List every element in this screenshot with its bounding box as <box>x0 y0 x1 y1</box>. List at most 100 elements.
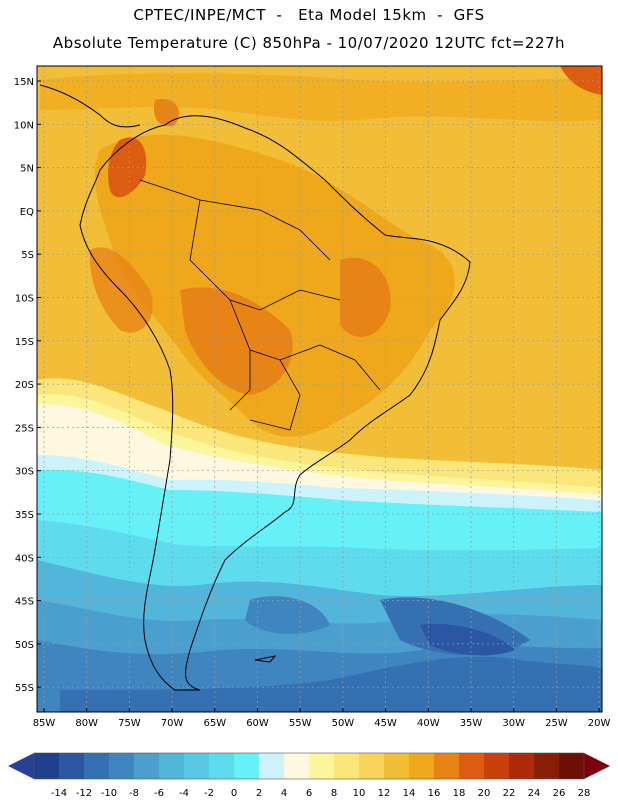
hot-corner <box>560 66 602 95</box>
colorbar-tick-label: -2 <box>204 788 214 799</box>
colorbar-tick-label: -10 <box>101 788 117 799</box>
lon-label: 55W <box>289 718 312 729</box>
hot-core-2 <box>340 257 391 337</box>
map-title: CPTEC/INPE/MCT - Eta Model 15km - GFS <box>133 6 485 24</box>
hot-core-4 <box>153 99 179 127</box>
colorbar-outline <box>33 752 585 780</box>
lon-label: 80W <box>75 718 98 729</box>
lat-label: EQ <box>20 207 34 218</box>
colorbar-tick-label: 12 <box>378 788 391 799</box>
lon-label: 35W <box>460 718 483 729</box>
colorbar-tick-label: -6 <box>154 788 164 799</box>
colorbar-tick-label: 4 <box>281 788 287 799</box>
south-america-outline <box>79 115 471 691</box>
hot-core-1 <box>180 287 293 395</box>
colorbar-cell <box>109 753 135 779</box>
map-frame <box>36 65 603 713</box>
lat-label: 15N <box>14 77 34 88</box>
colorbar-tick-label: 16 <box>428 788 441 799</box>
lat-label: 25S <box>15 423 34 434</box>
lon-label: 45W <box>374 718 397 729</box>
colorbar-cell <box>359 753 385 779</box>
colorbar-tick-label: 26 <box>553 788 566 799</box>
colorbar-tick-label: 24 <box>528 788 541 799</box>
cold-pool-2 <box>420 624 515 656</box>
lon-label: 50W <box>332 718 355 729</box>
lat-label: 15S <box>15 337 34 348</box>
colorbar-cell <box>459 753 485 779</box>
colorbar-tick-label: 8 <box>331 788 337 799</box>
colorbar-tick-label: 22 <box>503 788 516 799</box>
lon-label: 75W <box>118 718 141 729</box>
band-m6 <box>60 656 602 712</box>
lon-label: 30W <box>502 718 525 729</box>
colorbar-cell <box>59 753 85 779</box>
longitude-labels: 85W 80W 75W 70W 65W 60W 55W 50W 45W 40W 35W 30W 25W 2… <box>33 708 611 729</box>
lat-label: 30S <box>15 467 34 478</box>
lat-label: 20S <box>15 380 34 391</box>
warm-north-band <box>40 73 602 122</box>
lon-label: 25W <box>545 718 568 729</box>
colorbar-cell <box>184 753 210 779</box>
colorbar-cell <box>334 753 360 779</box>
coastlines <box>39 84 471 691</box>
colorbar-cell <box>234 753 260 779</box>
colorbar-cell <box>384 753 410 779</box>
colorbar-cell <box>484 753 510 779</box>
colorbar-tick-label: 18 <box>453 788 466 799</box>
colorbar-cell <box>34 753 60 779</box>
colorbar-cell <box>259 753 285 779</box>
lat-label: 40S <box>15 553 34 564</box>
falkland-islands <box>254 655 277 663</box>
map-subtitle: Absolute Temperature (C) 850hPa - 10/07/… <box>52 34 566 52</box>
colorbar-cell <box>509 753 535 779</box>
lon-label: 65W <box>203 718 226 729</box>
lat-label: 55S <box>15 683 34 694</box>
lat-label: 10N <box>14 120 34 131</box>
colorbar-cell <box>434 753 460 779</box>
colorbar-cell <box>559 753 585 779</box>
lon-label: 70W <box>161 718 184 729</box>
colorbar-tick-label: 20 <box>478 788 491 799</box>
colorbar-tick-label: 2 <box>256 788 262 799</box>
warm-interior <box>94 134 455 437</box>
colorbar-cell <box>209 753 235 779</box>
cold-pool-3 <box>245 596 330 635</box>
lat-lon-grid <box>37 66 602 712</box>
lat-label: 10S <box>15 294 34 305</box>
colorbar-cell <box>534 753 560 779</box>
lat-label: 5S <box>21 250 34 261</box>
colorbar-tick-label: -14 <box>51 788 67 799</box>
andes-warm <box>89 247 153 333</box>
colorbar-left-arrow <box>8 753 34 779</box>
colorbar-tick-label: 28 <box>578 788 591 799</box>
lon-label: 20W <box>588 718 611 729</box>
country-borders <box>139 179 381 431</box>
central-america-coast <box>39 84 141 128</box>
colorbar-cell <box>84 753 110 779</box>
colorbar-tick-label: 6 <box>306 788 312 799</box>
colorbar-tick-label: 10 <box>353 788 366 799</box>
lat-label: 5N <box>20 164 34 175</box>
lon-label: 85W <box>33 718 56 729</box>
lon-label: 60W <box>246 718 269 729</box>
lat-label: 45S <box>15 597 34 608</box>
colorbar-tick-label: -4 <box>179 788 189 799</box>
colorbar-tick-label: -12 <box>76 788 92 799</box>
lat-label: 35S <box>15 510 34 521</box>
colorbar-cell <box>159 753 185 779</box>
temperature-field <box>37 66 602 712</box>
colorbar-right-arrow <box>584 753 610 779</box>
colorbar-cell <box>409 753 435 779</box>
colorbar-tick-label: -8 <box>129 788 139 799</box>
colorbar-tick-label: 0 <box>231 788 237 799</box>
colorbar-cell <box>309 753 335 779</box>
colorbar-cell <box>134 753 160 779</box>
colorbar-cell <box>284 753 310 779</box>
colorbar: -14 -12 -10 -8 -6 -4 -2 0 2 4 6 8 10 12 14 16 18 20 22 24 26… <box>8 752 610 799</box>
lat-label: 50S <box>15 640 34 651</box>
colorbar-tick-label: 14 <box>403 788 416 799</box>
latitude-labels: 15N 10N 5N EQ 5S 10S 15S 20S 25S 30S 35S 40S 45S 50S 5… <box>14 77 41 694</box>
lon-label: 40W <box>417 718 440 729</box>
